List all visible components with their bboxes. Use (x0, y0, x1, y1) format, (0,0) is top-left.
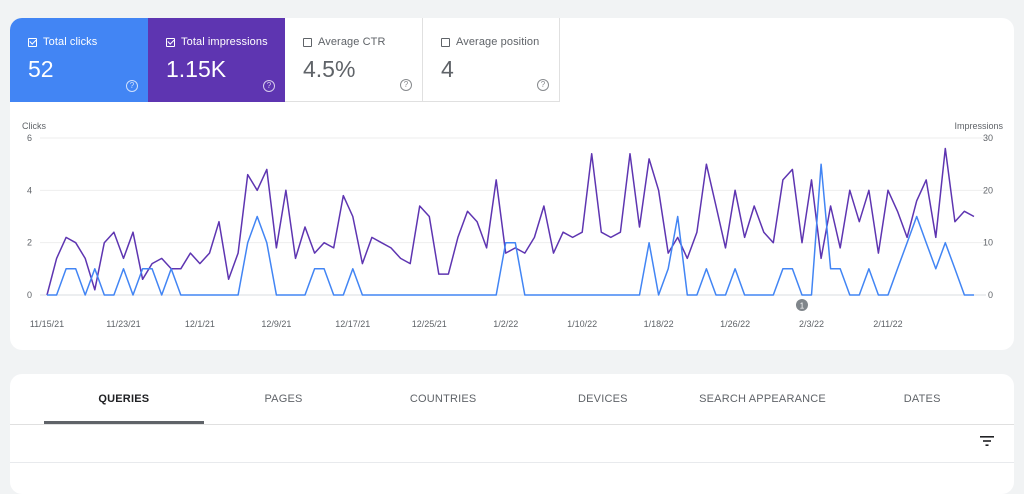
clicks-series-line (47, 163, 974, 296)
x-tick-label: 2/11/22 (873, 319, 902, 329)
chart-annotations[interactable]: 1 (795, 299, 808, 311)
right-tick-label: 0 (988, 290, 993, 300)
checkbox-unchecked-icon[interactable] (303, 37, 312, 47)
tab-pages[interactable]: PAGES (264, 393, 303, 405)
checkbox-unchecked-icon[interactable] (441, 37, 450, 47)
x-tick-label: 2/3/22 (799, 319, 824, 329)
annotation-marker[interactable] (795, 299, 808, 311)
x-tick-label: 11/15/21 (30, 319, 64, 329)
metric-average-position[interactable]: Average position 4 ? (423, 18, 560, 102)
metric-label: Average position (456, 36, 540, 48)
annotation-label: 1 (800, 302, 805, 311)
x-tick-label: 12/1/21 (185, 319, 215, 329)
x-tick-label: 1/18/22 (644, 319, 674, 329)
help-icon[interactable]: ? (537, 79, 549, 91)
checkbox-checked-icon[interactable] (166, 37, 175, 47)
tab-countries[interactable]: COUNTRIES (409, 393, 477, 405)
tab-search-appearance[interactable]: SEARCH APPEARANCE (699, 393, 826, 405)
left-tick-label: 0 (27, 290, 32, 300)
metric-label: Total impressions (181, 36, 268, 48)
table-divider (10, 462, 1014, 463)
right-tick-label: 20 (983, 185, 993, 195)
right-tick-label: 30 (983, 133, 993, 143)
impressions-series-line (46, 147, 975, 296)
metric-total-impressions[interactable]: Total impressions 1.15K ? (148, 18, 285, 102)
left-tick-label: 6 (27, 133, 32, 143)
x-tick-label: 12/17/21 (335, 319, 370, 329)
checkbox-checked-icon[interactable] (28, 37, 37, 47)
metric-value: 4 (441, 56, 454, 82)
x-tick-label: 1/26/22 (720, 319, 750, 329)
metric-value: 4.5% (303, 56, 356, 82)
help-icon[interactable]: ? (126, 80, 138, 92)
chart-series (46, 147, 975, 296)
x-tick-label: 1/2/22 (493, 319, 518, 329)
tab-devices[interactable]: DEVICES (578, 393, 628, 405)
metric-value: 1.15K (166, 56, 227, 82)
metric-value: 52 (28, 56, 54, 82)
tab-queries[interactable]: QUERIES (44, 374, 204, 424)
help-icon[interactable]: ? (263, 80, 275, 92)
x-tick-label: 12/9/21 (261, 319, 291, 329)
left-axis-title: Clicks (22, 121, 46, 131)
left-tick-label: 4 (27, 185, 32, 195)
performance-card: Total clicks 52 ? Total impressions 1.15… (10, 18, 1014, 350)
chart-grid (40, 137, 986, 296)
x-tick-label: 1/10/22 (567, 319, 597, 329)
filter-icon[interactable] (978, 432, 996, 450)
dimension-tabs-card: QUERIES PAGES COUNTRIES DEVICES SEARCH A… (10, 374, 1014, 494)
metric-label: Average CTR (318, 36, 386, 48)
metric-average-ctr[interactable]: Average CTR 4.5% ? (285, 18, 423, 102)
right-tick-label: 10 (983, 238, 993, 248)
tabs-divider (10, 424, 1014, 425)
x-tick-label: 11/23/21 (106, 319, 140, 329)
metric-total-clicks[interactable]: Total clicks 52 ? (10, 18, 148, 102)
left-tick-label: 2 (27, 238, 32, 248)
help-icon[interactable]: ? (400, 79, 412, 91)
tab-dates[interactable]: DATES (903, 393, 941, 405)
right-axis-title: Impressions (954, 121, 1003, 131)
dimension-tabs: QUERIES PAGES COUNTRIES DEVICES SEARCH A… (44, 374, 1002, 424)
metric-label: Total clicks (43, 36, 98, 48)
x-tick-label: 12/25/21 (412, 319, 447, 329)
